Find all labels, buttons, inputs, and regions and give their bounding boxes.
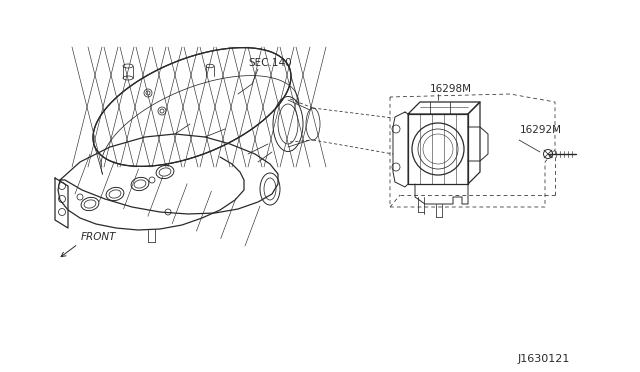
Text: J1630121: J1630121 <box>518 354 570 364</box>
Text: SEC.140: SEC.140 <box>248 58 292 68</box>
Text: FRONT: FRONT <box>81 232 116 242</box>
Text: 16292M: 16292M <box>520 125 562 135</box>
Text: 16298M: 16298M <box>430 84 472 94</box>
